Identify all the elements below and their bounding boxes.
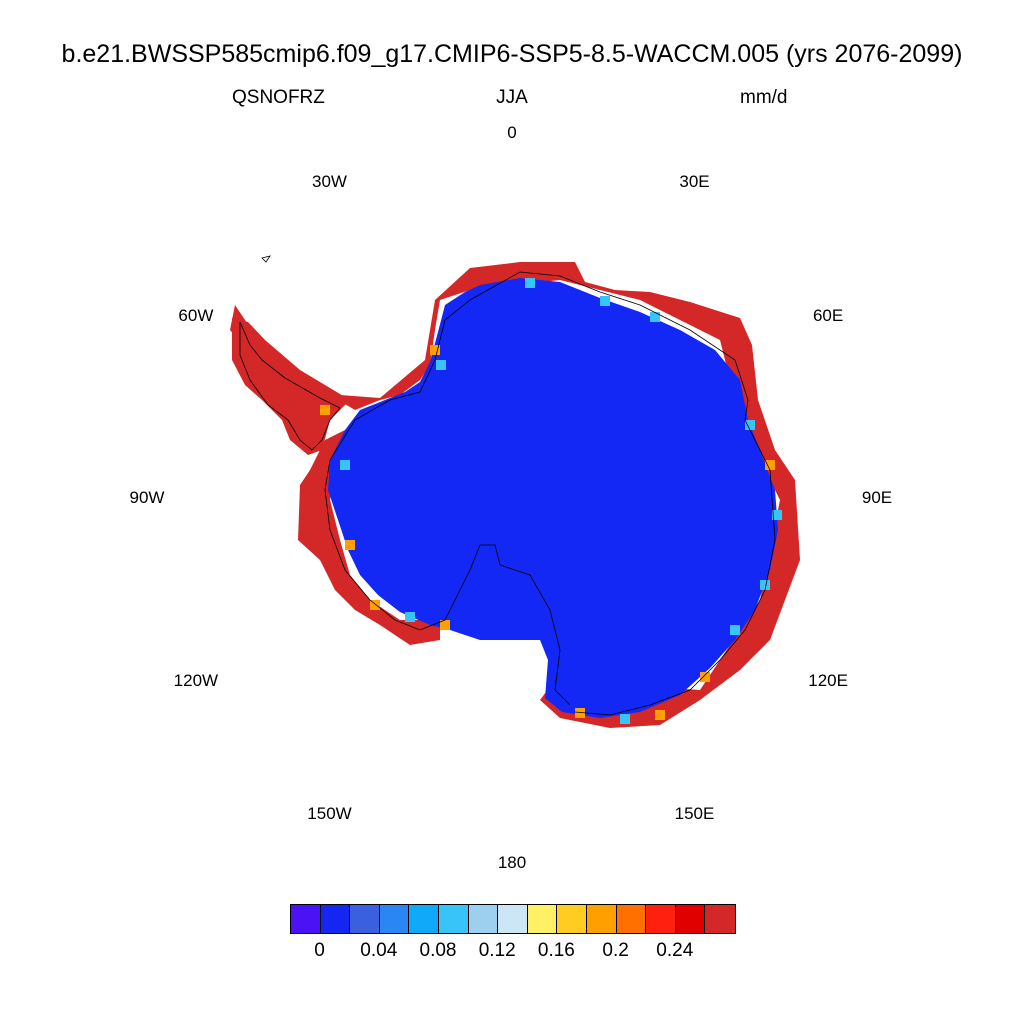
coastline-peninsula bbox=[239, 321, 341, 451]
colorbar-swatch bbox=[409, 905, 439, 933]
coastal-cell bbox=[340, 460, 350, 470]
coastal-cell bbox=[575, 708, 585, 718]
variable-label: QSNOFRZ bbox=[232, 87, 325, 108]
coastal-cell bbox=[650, 312, 660, 322]
colorbar-tick-label: 0.24 bbox=[656, 940, 694, 961]
colorbar-swatch bbox=[646, 905, 676, 933]
coastal-cell bbox=[765, 460, 775, 470]
coastal-cell bbox=[730, 625, 740, 635]
coastal-band-peninsula bbox=[232, 318, 350, 455]
coastal-cell bbox=[440, 620, 450, 630]
coastline-ross bbox=[480, 544, 571, 706]
colorbar-swatch bbox=[350, 905, 380, 933]
colorbar-tick-label: 0.08 bbox=[419, 940, 457, 961]
longitude-label: 90E bbox=[861, 488, 893, 507]
longitude-label: 60W bbox=[178, 305, 214, 325]
coastal-cell bbox=[600, 296, 610, 306]
coastline bbox=[239, 255, 776, 716]
units-label: mm/d bbox=[740, 87, 788, 108]
longitude-label: 90W bbox=[129, 488, 165, 507]
colorbar-tick-label: 0 bbox=[314, 940, 325, 961]
coastline-west bbox=[324, 299, 481, 631]
longitude-label: 150E bbox=[674, 804, 715, 824]
ice-sheet-interior bbox=[328, 278, 778, 718]
longitude-label: 30W bbox=[312, 171, 347, 191]
colorbar-swatch bbox=[438, 905, 469, 933]
longitude-label: 150W bbox=[307, 804, 352, 824]
colorbar-swatch bbox=[527, 905, 558, 933]
colorbar-tick-label: 0.12 bbox=[478, 940, 516, 961]
coastal-cell bbox=[370, 600, 380, 610]
colorbar-swatch bbox=[616, 905, 647, 933]
longitude-label: 30E bbox=[679, 171, 710, 191]
coastal-cell bbox=[525, 278, 535, 288]
plot-title: b.e21.BWSSP585cmip6.f09_g17.CMIP6-SSP5-8… bbox=[61, 40, 963, 68]
colorbar-swatch bbox=[468, 905, 499, 933]
colorbar-swatch bbox=[379, 905, 410, 933]
colorbar-swatch bbox=[320, 905, 351, 933]
coastal-accents bbox=[320, 278, 782, 724]
longitude-label: 0 bbox=[507, 123, 517, 142]
colorbar-swatch bbox=[557, 905, 587, 933]
islet bbox=[261, 255, 271, 263]
longitude-label: 60E bbox=[812, 305, 844, 325]
coastline-east bbox=[469, 271, 776, 716]
colorbar-swatch bbox=[705, 905, 735, 933]
longitude-label: 120W bbox=[173, 670, 219, 690]
coastal-cell bbox=[436, 360, 446, 370]
colorbar-tick-label: 0.2 bbox=[602, 940, 629, 961]
coastal-cell bbox=[405, 612, 415, 622]
coastal-cell bbox=[760, 580, 770, 590]
colorbar-swatch bbox=[586, 905, 617, 933]
coastal-band-west bbox=[298, 430, 440, 645]
coastal-band bbox=[230, 262, 800, 728]
colorbar-swatch bbox=[498, 905, 528, 933]
colorbar-swatch bbox=[291, 905, 321, 933]
coastal-cell bbox=[700, 672, 710, 682]
colorbar-tick-label: 0.04 bbox=[360, 940, 398, 961]
coastal-cell bbox=[655, 710, 665, 720]
longitude-label: 180 bbox=[497, 853, 527, 872]
season-label: JJA bbox=[496, 87, 528, 108]
longitude-label: 120E bbox=[808, 670, 848, 690]
coastal-cell bbox=[620, 714, 630, 724]
colorbar-tick-label: 0.16 bbox=[537, 940, 575, 961]
coastal-cell bbox=[320, 405, 330, 415]
coastal-cell bbox=[772, 510, 782, 520]
coastal-cell bbox=[745, 420, 755, 430]
colorbar-swatch bbox=[675, 905, 706, 933]
coastal-cell bbox=[430, 345, 440, 355]
coastal-cell bbox=[345, 540, 355, 550]
colorbar bbox=[290, 904, 736, 934]
